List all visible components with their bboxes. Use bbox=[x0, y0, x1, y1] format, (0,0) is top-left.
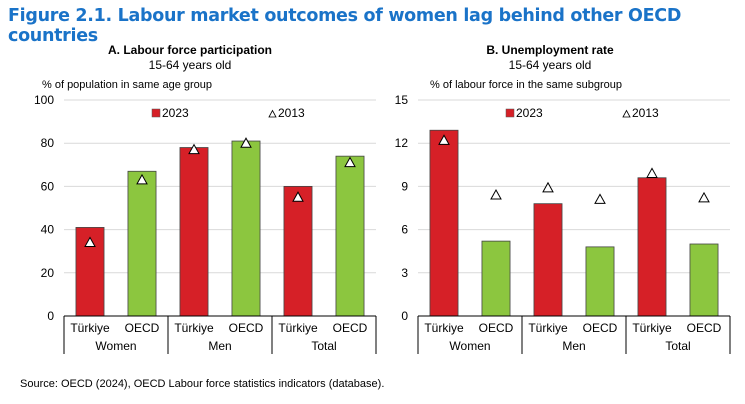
x-tick-label: Türkiye bbox=[632, 321, 672, 335]
y-tick-label: 80 bbox=[41, 136, 55, 150]
y-axis-label: % of labour force in the same subgroup bbox=[430, 79, 622, 91]
marker-2013-2 bbox=[188, 143, 200, 155]
marker-2013-1 bbox=[490, 189, 502, 200]
x-tick-label: OECD bbox=[229, 321, 264, 335]
bar-2023-total-turkiye bbox=[283, 185, 313, 317]
x-tick-label: OECD bbox=[687, 321, 722, 335]
group-label: Men bbox=[208, 339, 231, 353]
x-tick-label: Türkiye bbox=[70, 321, 110, 335]
y-tick-label: 0 bbox=[401, 309, 408, 323]
legend-label-2013: 2013 bbox=[632, 106, 659, 120]
x-tick-label: OECD bbox=[583, 321, 618, 335]
y-tick-label: 0 bbox=[47, 309, 54, 323]
x-tick-label: OECD bbox=[125, 321, 160, 335]
marker-2013-5 bbox=[344, 156, 356, 168]
y-tick-label: 15 bbox=[395, 93, 409, 107]
bar-2023-men-oecd bbox=[231, 140, 261, 317]
figure-title: Figure 2.1. Labour market outcomes of wo… bbox=[8, 6, 682, 46]
marker-2013-4 bbox=[292, 191, 304, 202]
bar-2023-total-oecd bbox=[335, 155, 365, 317]
y-tick-label: 40 bbox=[41, 223, 55, 237]
bar-2023-women-turkiye bbox=[429, 129, 459, 317]
y-tick-label: 6 bbox=[401, 223, 408, 237]
legend-swatch-2023 bbox=[505, 108, 515, 118]
legend-label-2013: 2013 bbox=[278, 106, 305, 120]
bar-2023-men-turkiye bbox=[533, 203, 563, 317]
y-tick-label: 9 bbox=[401, 179, 408, 193]
marker-2013-0 bbox=[438, 134, 450, 145]
group-label: Total bbox=[311, 339, 336, 353]
y-tick-label: 20 bbox=[41, 266, 55, 280]
legend-label-2023: 2023 bbox=[162, 106, 189, 120]
marker-2013-1 bbox=[136, 173, 148, 185]
x-tick-label: OECD bbox=[479, 321, 514, 335]
panel-title: A. Labour force participation bbox=[108, 43, 272, 57]
x-tick-label: Türkiye bbox=[174, 321, 214, 335]
group-label: Women bbox=[95, 339, 136, 353]
y-axis-label: % of population in same age group bbox=[42, 79, 212, 91]
marker-2013-4 bbox=[646, 167, 658, 178]
panel-subtitle: 15-64 years old bbox=[149, 58, 232, 72]
legend-label-2023: 2023 bbox=[516, 106, 543, 120]
marker-2013-2 bbox=[542, 181, 554, 193]
x-tick-label: OECD bbox=[333, 321, 368, 335]
marker-2013-3 bbox=[594, 193, 606, 204]
marker-2013-3 bbox=[240, 137, 252, 148]
group-label: Total bbox=[665, 339, 690, 353]
panel-title: B. Unemployment rate bbox=[486, 43, 614, 57]
y-tick-label: 60 bbox=[41, 179, 55, 193]
y-tick-label: 3 bbox=[401, 266, 408, 280]
group-label: Women bbox=[449, 339, 490, 353]
source-note: Source: OECD (2024), OECD Labour force s… bbox=[20, 378, 385, 390]
marker-2013-0 bbox=[84, 236, 96, 248]
y-tick-label: 12 bbox=[395, 136, 409, 150]
legend-swatch-2023 bbox=[151, 108, 161, 118]
x-tick-label: Türkiye bbox=[528, 321, 568, 335]
bar-2023-men-turkiye bbox=[179, 147, 209, 317]
bar-2023-total-oecd bbox=[689, 243, 719, 317]
bar-2023-women-oecd bbox=[481, 240, 511, 317]
x-tick-label: Türkiye bbox=[278, 321, 318, 335]
bar-2023-women-oecd bbox=[127, 170, 157, 317]
x-tick-label: Türkiye bbox=[424, 321, 464, 335]
marker-2013-5 bbox=[698, 191, 710, 203]
legend-triangle-2013 bbox=[622, 109, 631, 118]
y-tick-label: 100 bbox=[34, 93, 54, 107]
panel-subtitle: 15-64 years old bbox=[509, 58, 592, 72]
legend-triangle-2013 bbox=[268, 109, 277, 118]
bar-2023-men-oecd bbox=[585, 246, 615, 317]
group-label: Men bbox=[562, 339, 585, 353]
bar-2023-total-turkiye bbox=[637, 177, 667, 317]
